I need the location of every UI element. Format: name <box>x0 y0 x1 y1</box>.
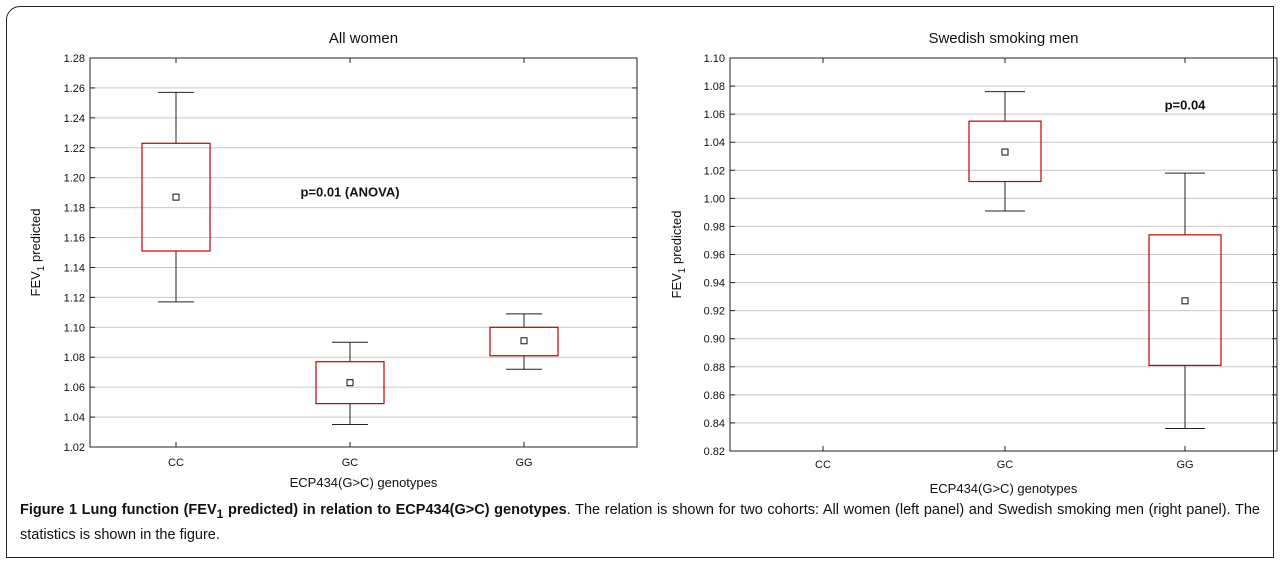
mean-marker <box>1181 297 1189 305</box>
y-tick-label: 1.16 <box>64 233 85 245</box>
plot-area <box>729 57 1278 452</box>
y-axis-label-suffix: predicted <box>669 211 684 268</box>
y-tick-label: 1.10 <box>64 322 85 334</box>
y-tick-label: 0.90 <box>704 334 725 346</box>
y-tick-label: 0.96 <box>704 250 725 262</box>
y-axis-label: FEV1 predicted <box>669 211 688 299</box>
plot-area <box>89 57 638 448</box>
chart-panel-1: 1.02 1.04 1.06 1.08 1.10 1.12 1.14 1.16 1.18 1.20… <box>28 30 638 490</box>
y-tick-label: 1.28 <box>64 53 85 65</box>
y-tick-label: 0.94 <box>704 278 725 290</box>
y-tick-label: 1.26 <box>64 83 85 95</box>
chart-panel-2: 0.82 0.84 0.86 0.88 0.90 0.92 0.94 0.96 0.98 1.00… <box>669 30 1278 496</box>
y-tick-label: 1.10 <box>704 53 725 65</box>
y-axis-label-main: FEV <box>669 273 684 299</box>
chart-title: All women <box>329 30 398 47</box>
y-tick-label: 1.06 <box>704 109 725 121</box>
caption-title-part-b: predicted) in relation to ECP434(G>C) ge… <box>223 502 567 518</box>
x-axis-label: ECP434(G>C) genotypes <box>930 481 1078 496</box>
figure-caption: Figure 1 Lung function (FEV1 predicted) … <box>20 500 1260 546</box>
x-tick-label: GC <box>997 459 1014 471</box>
caption-title: Figure 1 Lung function (FEV1 predicted) … <box>20 502 567 521</box>
box-gc <box>315 341 385 426</box>
y-tick-label: 1.04 <box>64 412 85 424</box>
p-value-annotation: p=0.04 <box>1165 98 1207 113</box>
box-gg <box>1148 172 1222 430</box>
y-axis-label-suffix: predicted <box>28 209 43 266</box>
caption-text: . The relation is shown for two cohorts:… <box>20 502 1260 543</box>
box-rect <box>141 142 211 252</box>
x-tick-label: GC <box>342 457 359 469</box>
box-gc <box>968 91 1042 212</box>
y-axis-label-subscript: 1 <box>36 265 47 271</box>
y-tick-label: 1.04 <box>704 137 725 149</box>
box-rect <box>489 326 559 357</box>
y-tick-label: 0.92 <box>704 306 725 318</box>
mean-marker <box>520 337 528 345</box>
figure-charts: 1.02 1.04 1.06 1.08 1.10 1.12 1.14 1.16 1.18 1.20… <box>28 30 1278 496</box>
box-rect <box>315 361 385 405</box>
caption-title-subscript: 1 <box>216 506 224 521</box>
y-tick-label: 1.22 <box>64 143 85 155</box>
y-tick-label: 1.14 <box>64 262 85 274</box>
y-tick-label: 1.20 <box>64 173 85 185</box>
y-axis-label-main: FEV <box>28 271 43 297</box>
y-tick-label: 1.06 <box>64 382 85 394</box>
x-axis-label: ECP434(G>C) genotypes <box>290 475 438 490</box>
y-tick-label: 0.86 <box>704 390 725 402</box>
y-tick-label: 1.18 <box>64 203 85 215</box>
y-tick-label: 1.02 <box>704 165 725 177</box>
p-value-annotation: p=0.01 (ANOVA) <box>300 185 399 200</box>
y-tick-label: 1.00 <box>704 193 725 205</box>
chart-title: Swedish smoking men <box>928 30 1078 47</box>
y-tick-label: 0.82 <box>704 446 725 458</box>
y-tick-label: 0.98 <box>704 221 725 233</box>
y-tick-label: 1.24 <box>64 113 85 125</box>
box-rect <box>1148 234 1222 366</box>
y-tick-label: 1.08 <box>64 352 85 364</box>
x-tick-label: GG <box>515 457 532 469</box>
y-tick-label: 1.02 <box>64 442 85 454</box>
y-tick-label: 1.08 <box>704 81 725 93</box>
box-cc <box>141 91 211 303</box>
y-tick-label: 1.12 <box>64 292 85 304</box>
y-tick-label: 0.88 <box>704 362 725 374</box>
box-gg <box>489 313 559 370</box>
x-tick-label: CC <box>815 459 831 471</box>
mean-marker <box>172 193 180 201</box>
caption-title-part-a: Figure 1 Lung function (FEV <box>20 502 217 518</box>
x-tick-label: GG <box>1176 459 1193 471</box>
y-axis-label-subscript: 1 <box>677 267 688 273</box>
mean-marker <box>346 379 354 387</box>
y-tick-label: 0.84 <box>704 418 725 430</box>
mean-marker <box>1001 148 1009 156</box>
box-rect <box>968 120 1042 183</box>
figure-frame <box>6 6 1274 558</box>
x-tick-label: CC <box>168 457 184 469</box>
y-axis-label: FEV1 predicted <box>28 209 47 297</box>
